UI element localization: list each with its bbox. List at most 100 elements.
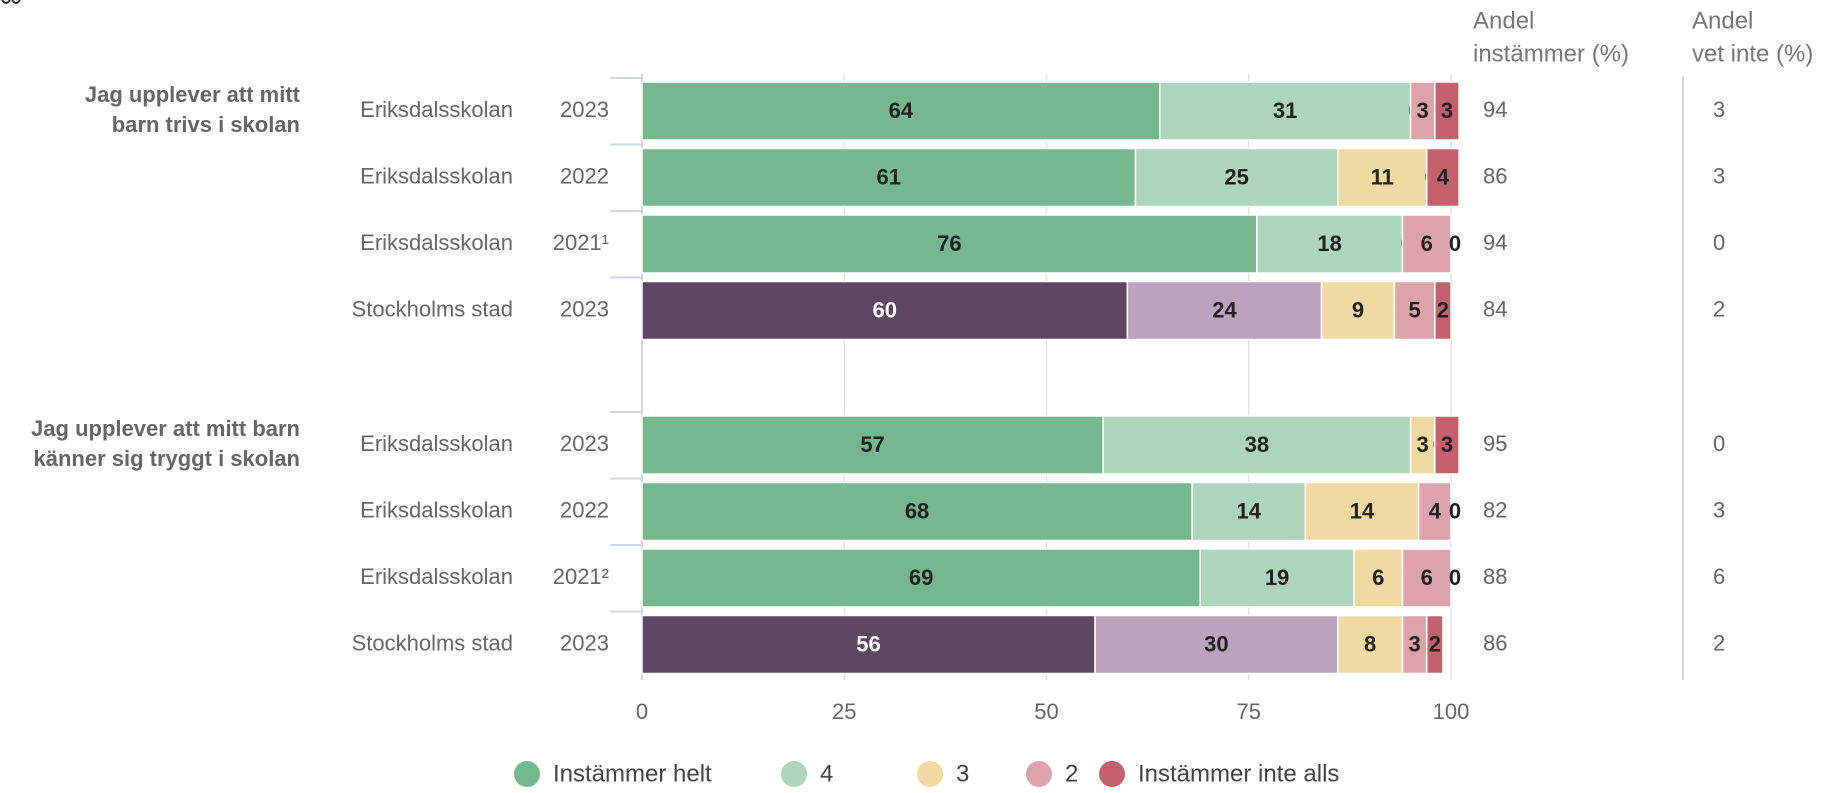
- dont-know-value: 2: [1713, 296, 1725, 321]
- segment-label: 30: [1204, 631, 1228, 656]
- dont-know-value: 0: [1713, 431, 1725, 456]
- x-tick-label: 75: [1237, 699, 1261, 724]
- row-year-label: 2023: [560, 296, 609, 321]
- legend-marker[interactable]: [1099, 761, 1125, 787]
- question-label: Jag upplever att mitt: [85, 82, 301, 107]
- bar-segment: [1191, 481, 1307, 542]
- bar-segment: [1256, 214, 1404, 274]
- row-year-label: 2023: [560, 431, 609, 456]
- agree-value: 86: [1483, 630, 1507, 655]
- bar-segment: [1134, 147, 1339, 208]
- segment-label: 9: [1352, 297, 1364, 322]
- segment-label: 0: [1449, 565, 1461, 590]
- dont-know-value: 3: [1713, 497, 1725, 522]
- question-label: barn trivs i skolan: [112, 112, 300, 137]
- x-tick-label: 50: [1034, 699, 1058, 724]
- row-unit-label: Eriksdalsskolan: [360, 230, 513, 255]
- bar-segment: [1401, 214, 1452, 274]
- segment-label: 60: [872, 297, 896, 322]
- segment-label: 2: [1437, 297, 1449, 322]
- bar-segment: [1353, 548, 1404, 608]
- segment-label: 38: [1245, 432, 1269, 457]
- segment-label: 14: [1350, 498, 1375, 523]
- column-header: Andel: [1473, 7, 1534, 34]
- bar-segment: [1304, 481, 1420, 542]
- legend-label: 2: [1065, 760, 1078, 787]
- bar-segment: [1159, 81, 1412, 141]
- segment-label: 3: [1417, 432, 1429, 457]
- bar-segment: [1434, 280, 1452, 341]
- dont-know-value: 2: [1713, 630, 1725, 655]
- segment-label: 3: [1441, 98, 1453, 123]
- segment-label: 4: [1437, 164, 1450, 189]
- bar-segment: [1425, 614, 1444, 675]
- segment-label: 56: [856, 631, 880, 656]
- segment-label: 57: [860, 432, 884, 457]
- agree-value: 86: [1483, 163, 1507, 188]
- dont-know-value: 6: [1713, 564, 1725, 589]
- question-label: känner sig tryggt i skolan: [33, 446, 300, 471]
- legend-label: 3: [956, 760, 969, 787]
- agree-value: 82: [1483, 497, 1507, 522]
- segment-label: 25: [1224, 164, 1248, 189]
- column-header: instämmer (%): [1473, 40, 1629, 67]
- bar-segment: [1401, 614, 1428, 675]
- bar-segment: [1401, 548, 1452, 608]
- column-header: Andel: [1692, 7, 1753, 34]
- bar-segment: [1199, 548, 1355, 608]
- legend-marker[interactable]: [1026, 761, 1052, 787]
- row-year-label: 2023: [560, 97, 609, 122]
- segment-label: 76: [937, 231, 961, 256]
- row-year-label: 2023: [560, 630, 609, 655]
- legend-marker[interactable]: [781, 761, 807, 787]
- row-unit-label: Eriksdalsskolan: [360, 97, 513, 122]
- segment-label: 64: [889, 98, 914, 123]
- row-unit-label: Eriksdalsskolan: [360, 564, 513, 589]
- bar-segment: [1102, 415, 1412, 475]
- segment-label: 8: [1364, 631, 1376, 656]
- agree-value: 95: [1483, 431, 1507, 456]
- segment-label: 3: [1408, 631, 1420, 656]
- row-year-label: 2022: [560, 163, 609, 188]
- row-unit-label: Eriksdalsskolan: [360, 163, 513, 188]
- x-tick-label: 100: [1433, 699, 1470, 724]
- bar-segment: [1434, 415, 1460, 475]
- x-tick-label: 25: [832, 699, 856, 724]
- segment-label: 6: [1372, 565, 1384, 590]
- segment-label: 6: [1421, 565, 1433, 590]
- top-left-fragment: [1, 0, 21, 4]
- bar-segment: [1393, 280, 1436, 341]
- x-tick-label: 0: [636, 699, 648, 724]
- question-label: Jag upplever att mitt barn: [31, 416, 300, 441]
- segment-label: 0: [1449, 498, 1461, 523]
- bar-segment: [1425, 147, 1460, 208]
- segment-label: 19: [1265, 565, 1289, 590]
- agree-value: 88: [1483, 564, 1507, 589]
- row-unit-label: Stockholms stad: [352, 630, 513, 655]
- bar-segment: [1094, 614, 1339, 675]
- segment-label: 61: [877, 164, 901, 189]
- dont-know-value: 3: [1713, 97, 1725, 122]
- bar-segment: [641, 548, 1201, 608]
- legend-label: Instämmer inte alls: [1138, 760, 1339, 787]
- segment-label: 18: [1317, 231, 1341, 256]
- bar-segment: [1434, 81, 1460, 141]
- row-year-label: 2021²: [553, 564, 609, 589]
- row-unit-label: Eriksdalsskolan: [360, 431, 513, 456]
- segment-label: 11: [1371, 164, 1394, 189]
- legend-marker[interactable]: [917, 761, 943, 787]
- agree-value: 94: [1483, 97, 1507, 122]
- agree-value: 84: [1483, 296, 1507, 321]
- bar-segment: [1417, 481, 1452, 542]
- segment-label: 3: [1441, 432, 1453, 457]
- row-year-label: 2021¹: [553, 230, 609, 255]
- segment-label: 68: [905, 498, 929, 523]
- row-unit-label: Eriksdalsskolan: [360, 497, 513, 522]
- segment-label: 69: [909, 565, 933, 590]
- row-unit-label: Stockholms stad: [352, 296, 513, 321]
- legend-marker[interactable]: [514, 761, 540, 787]
- bar-segment: [641, 214, 1258, 274]
- segment-label: 3: [1417, 98, 1429, 123]
- column-header: vet inte (%): [1692, 40, 1813, 67]
- segment-label: 24: [1212, 297, 1237, 322]
